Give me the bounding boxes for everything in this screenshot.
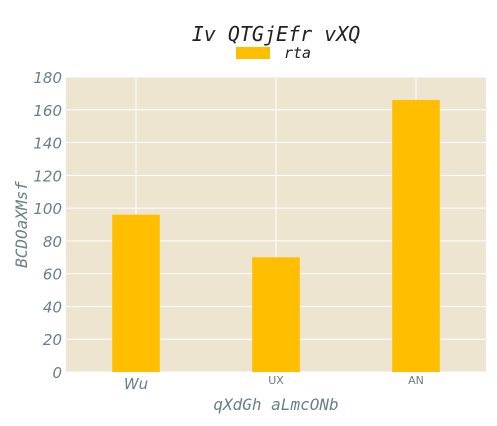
legend: rta bbox=[236, 44, 311, 62]
y-tick-label: 0 bbox=[52, 364, 62, 382]
y-axis: 0 20 40 60 80 100 120 140 160 180 bbox=[33, 69, 62, 382]
bar bbox=[112, 214, 160, 372]
x-tick-label: UX bbox=[268, 374, 284, 387]
y-tick-label: 60 bbox=[43, 266, 62, 284]
x-axis-label: qXdGh aLmcONb bbox=[213, 395, 338, 414]
bar bbox=[252, 257, 300, 372]
x-axis: Wu UX AN bbox=[124, 374, 424, 393]
y-axis-label: BCDOaXMsf bbox=[12, 181, 31, 268]
legend-label: rta bbox=[284, 44, 312, 62]
y-tick-label: 20 bbox=[43, 331, 62, 349]
y-tick-label: 180 bbox=[33, 69, 62, 87]
bars bbox=[112, 99, 440, 372]
y-tick-label: 160 bbox=[33, 102, 62, 120]
bar bbox=[392, 99, 440, 372]
chart-title: Iv QTGjEfr vXQ bbox=[191, 22, 361, 46]
y-tick-label: 40 bbox=[43, 298, 62, 316]
legend-swatch bbox=[236, 47, 270, 59]
y-tick-label: 100 bbox=[33, 200, 62, 218]
y-tick-label: 120 bbox=[33, 167, 62, 185]
x-tick-label: AN bbox=[408, 374, 424, 387]
y-tick-label: 80 bbox=[43, 233, 62, 251]
y-tick-label: 140 bbox=[33, 135, 62, 153]
x-tick-label: Wu bbox=[124, 375, 148, 393]
